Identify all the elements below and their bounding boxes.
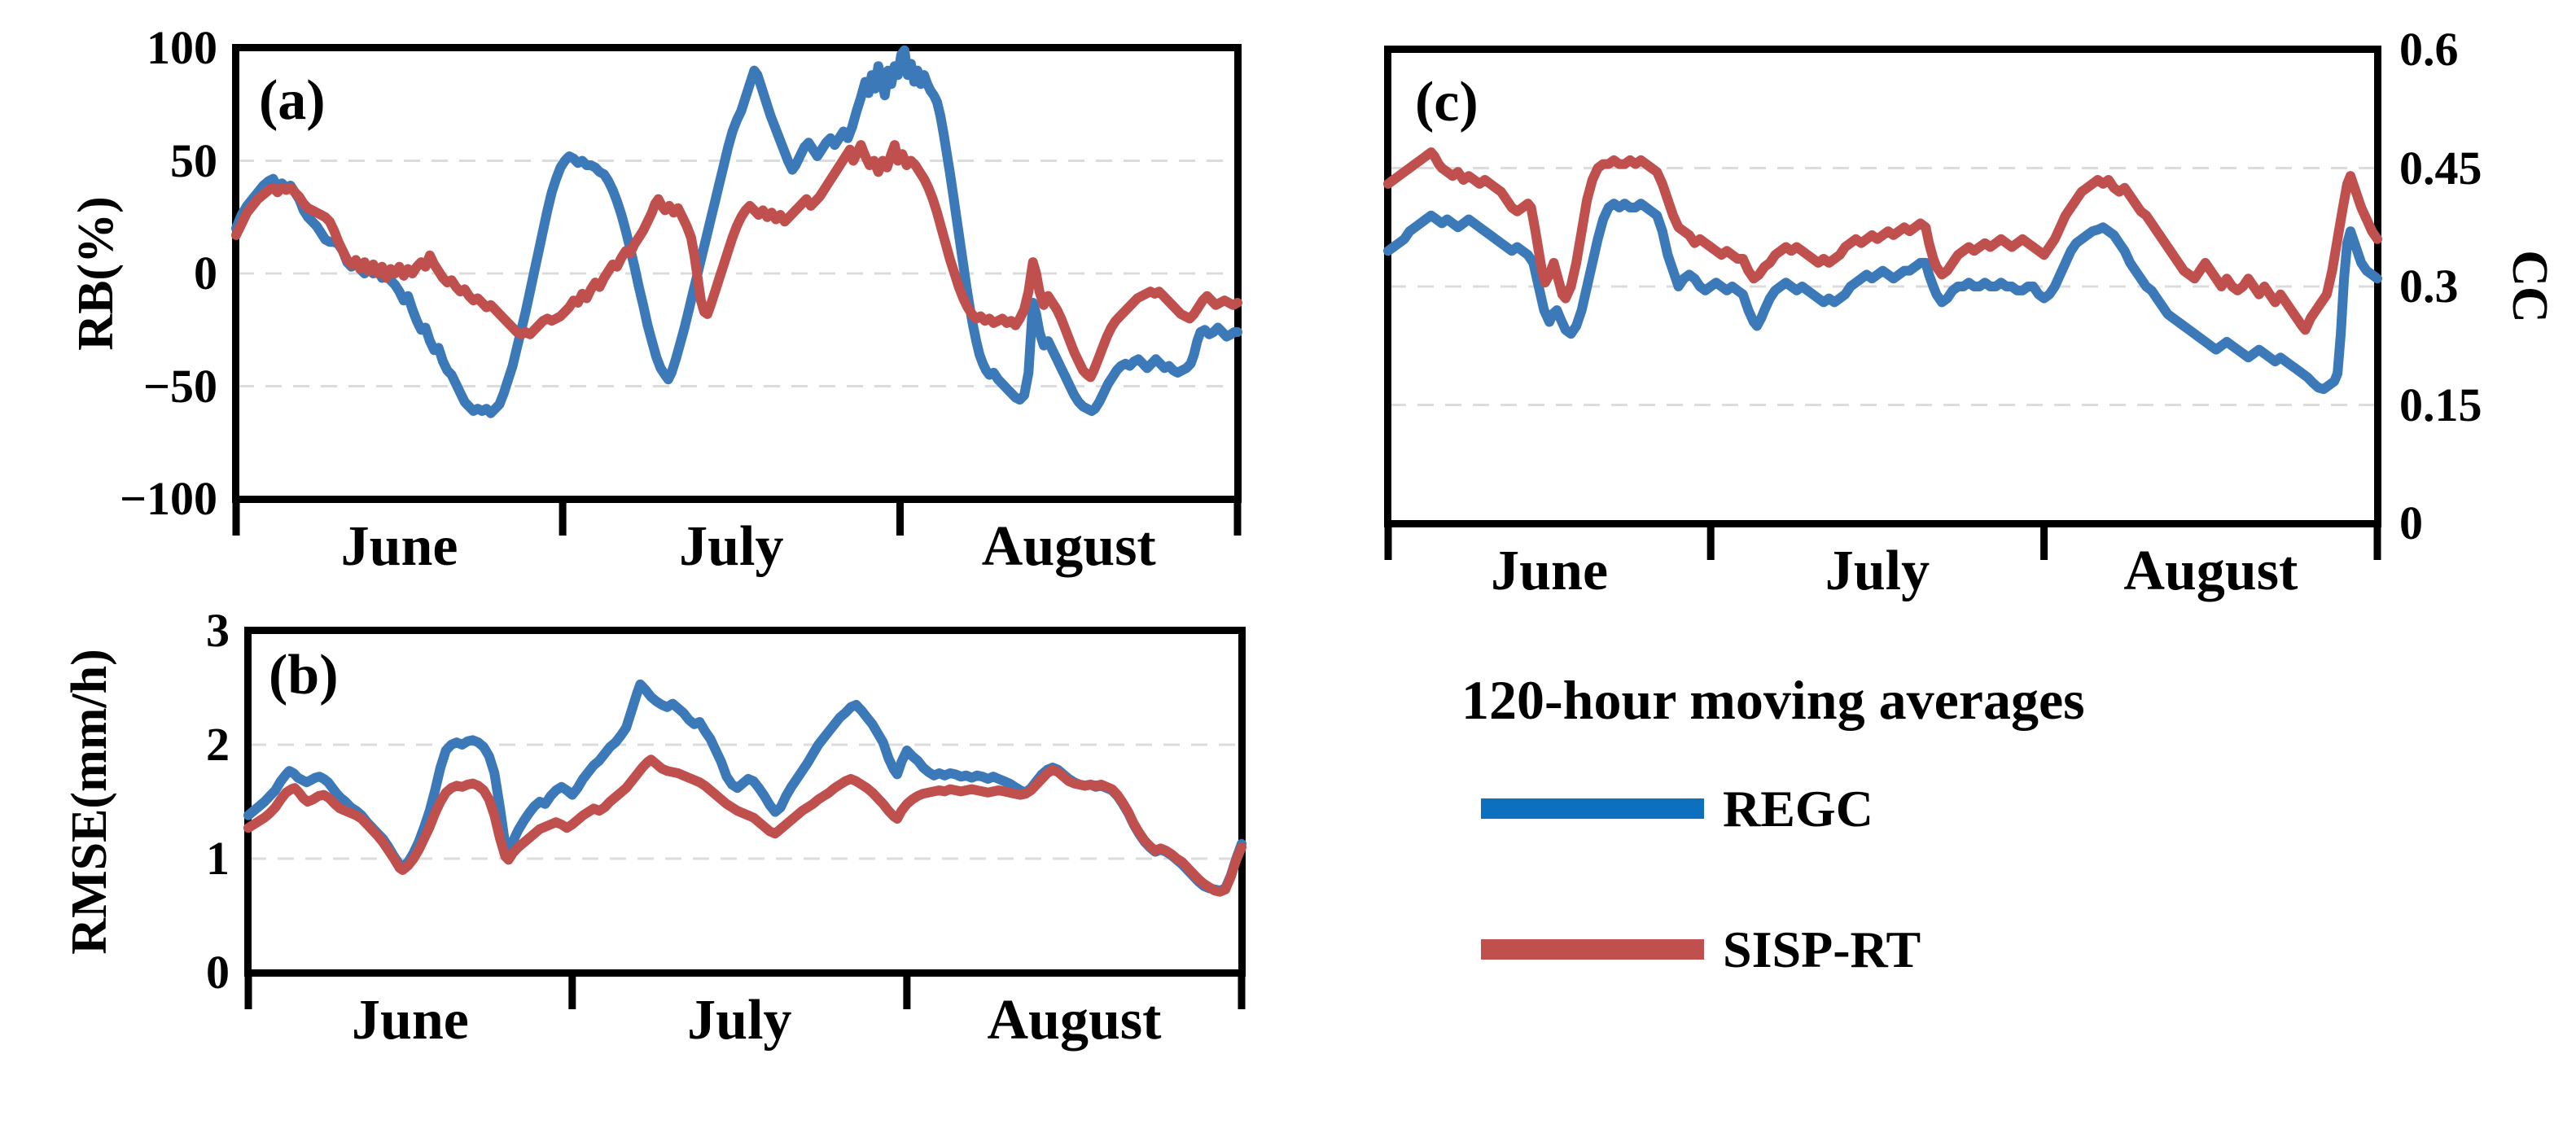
panel-a-ytick-label: 50 — [170, 133, 217, 187]
series-sisp-rt — [1383, 147, 2382, 335]
panel-a-ytick-label: −100 — [119, 472, 217, 525]
panel-c-ytick-label: 0.15 — [2399, 378, 2482, 431]
panel-c-y-axis-title: CC — [2502, 250, 2557, 323]
legend-label-sisp-rt: SISP-RT — [1723, 921, 1921, 978]
panel-b-canvas — [243, 627, 1246, 1009]
panel-a-canvas — [231, 44, 1242, 536]
panel-b-month-label-july: July — [687, 989, 792, 1052]
panel-a-month-label-june: June — [340, 515, 458, 578]
panel-c-ytick-label: 0 — [2399, 496, 2423, 549]
panel-c-ytick-label: 0.6 — [2399, 23, 2459, 76]
panel-c-ytick-label: 0.45 — [2399, 141, 2482, 195]
legend-line-regc-swatch — [1481, 798, 1704, 819]
series-regc — [243, 679, 1246, 896]
legend-line-sisp-rt-swatch — [1481, 939, 1704, 960]
panel-c-month-label-june: June — [1491, 540, 1609, 602]
panel-b-y-axis-title: RMSE(mm/h) — [62, 649, 117, 955]
panel-b-label: (b) — [269, 644, 339, 706]
series-sisp-rt — [243, 754, 1246, 897]
panel-a-label: (a) — [259, 69, 326, 132]
series-regc — [1383, 199, 2382, 395]
panel-a-ytick-label: −50 — [142, 359, 217, 413]
series-regc — [231, 45, 1242, 418]
legend-title: 120-hour moving averages — [1461, 669, 2085, 731]
panel-c-month-label-august: August — [2123, 540, 2298, 602]
panel-b-month-label-june: June — [351, 989, 469, 1052]
legend-label-regc: REGC — [1723, 780, 1873, 838]
panel-c-canvas — [1383, 46, 2382, 560]
panel-c-label: (c) — [1415, 71, 1479, 133]
plot-border — [1384, 46, 2381, 527]
plot-border — [244, 627, 1246, 977]
panel-b-month-label-august: August — [987, 989, 1162, 1052]
panel-a-month-label-august: August — [981, 515, 1156, 578]
panel-a-y-axis-title: RB(%) — [68, 196, 124, 351]
panel-a-ytick-label: 100 — [147, 21, 217, 74]
panel-c-month-label-july: July — [1825, 540, 1930, 602]
series-sisp-rt — [231, 140, 1242, 383]
panel-a-month-label-july: July — [679, 515, 784, 578]
plot-border — [232, 44, 1242, 503]
